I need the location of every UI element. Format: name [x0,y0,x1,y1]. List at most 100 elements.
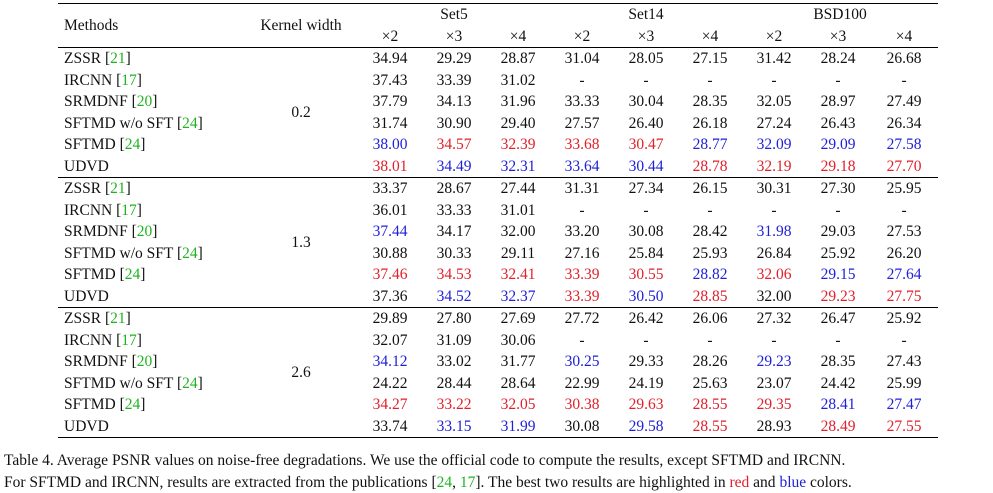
method-cell: IRCNN [17] [64,201,142,219]
citation-link[interactable]: 17 [121,201,137,219]
method-cell: IRCNN [17] [64,71,142,89]
kernel-group: ZSSR [21] 2.6 29.89 27.80 27.69 27.72 26.42 26.… [58,308,939,438]
psnr-value-cell: 27.15 [692,50,728,67]
method-cell: SFTMD w/o SFT [24] [64,114,203,132]
caption-line-1: Table 4. Average PSNR values on noise-fr… [4,452,846,469]
psnr-value-cell: 28.82 [692,266,728,283]
psnr-value-cell: 29.23 [756,353,792,370]
citation-link[interactable]: 17 [459,473,476,491]
psnr-value-cell: 26.84 [756,244,792,262]
method-cell: UDVD [58,286,244,308]
method-name: UDVD [64,417,109,435]
citation-link[interactable]: 24 [182,244,198,262]
table-row: UDVD 33.74 33.15 31.99 30.08 29.58 28.55 28.93 2… [58,416,938,438]
psnr-value-cell: 28.35 [692,93,728,110]
citation-link[interactable]: 17 [121,71,137,89]
table-row: SRMDNF [20] 37.79 34.13 31.96 33.33 30.04 28.3… [58,91,938,113]
method-cell: SRMDNF [20] [64,93,158,110]
scale-header: ×2 [381,27,399,45]
citation-link[interactable]: 21 [110,180,126,197]
psnr-value-cell: 38.00 [372,136,408,153]
scale-header: ×3 [829,27,847,45]
citation-link[interactable]: 24 [124,396,141,413]
psnr-value-cell: 24.42 [820,374,856,392]
psnr-value-cell: 28.55 [692,396,728,413]
citation-link[interactable]: 20 [136,93,153,110]
table-row: SFTMD [24] 34.27 33.22 32.05 30.38 29.63 28.55… [58,394,938,416]
psnr-value-cell: - [707,201,713,219]
scale-header: ×3 [637,27,655,45]
kernel-width-header: Kernel width [260,16,342,34]
citation-link[interactable]: 17 [121,331,137,349]
citation-link[interactable]: 24 [182,374,198,392]
psnr-value-cell: 32.19 [756,157,792,175]
psnr-value-cell: 26.06 [692,310,728,327]
psnr-value-cell: 32.41 [500,266,536,283]
psnr-value-cell: 29.09 [820,136,856,153]
method-name: IRCNN [64,71,113,89]
method-name: SFTMD [64,266,116,283]
psnr-value-cell: 25.92 [886,310,922,327]
psnr-value-cell: 32.07 [372,331,408,349]
psnr-value-cell: 29.29 [436,50,472,67]
psnr-value-cell: 24.22 [372,374,408,392]
psnr-value-cell: 30.08 [564,417,600,435]
method-name: UDVD [64,287,109,305]
psnr-value-cell: 34.17 [436,223,472,240]
psnr-value-cell: 33.68 [564,136,600,153]
psnr-value-cell: 30.55 [628,266,664,283]
method-name: SFTMD w/o SFT [64,374,174,392]
kernel-width-cell: 2.6 [291,363,311,381]
citation-link[interactable]: 20 [136,353,153,370]
psnr-value-cell: - [579,71,585,89]
psnr-value-cell: 31.42 [756,50,792,67]
citation-link[interactable]: 24 [124,136,141,153]
psnr-value-cell: 30.04 [628,93,664,110]
table-row: SRMDNF [20] 34.12 33.02 31.77 30.25 29.33 28.2… [58,351,938,373]
psnr-value-cell: 22.99 [564,374,600,392]
psnr-value-cell: 27.16 [564,244,600,262]
psnr-value-cell: 33.39 [564,287,600,305]
psnr-value-cell: 31.98 [756,223,792,240]
caption-red-word: red [729,473,750,491]
psnr-value-cell: 29.33 [628,353,664,370]
psnr-value-cell: 31.74 [372,114,408,132]
psnr-value-cell: 25.93 [692,244,728,262]
citation-link[interactable]: 24 [182,114,198,132]
method-cell: SFTMD [24] [64,266,146,283]
psnr-value-cell: - [707,71,713,89]
caption-text: , [452,473,460,491]
caption-blue-word: blue [779,473,807,491]
citation-link[interactable]: 24 [124,266,141,283]
psnr-value-cell: 27.75 [886,287,922,305]
method-cell: ZSSR [21] [64,180,131,197]
psnr-value-cell: 28.55 [692,417,728,435]
psnr-value-cell: - [771,331,777,349]
citation-link[interactable]: 21 [110,50,126,67]
psnr-value-cell: 30.33 [436,244,472,262]
psnr-value-cell: 26.43 [820,114,856,132]
psnr-value-cell: 23.07 [756,374,792,392]
method-name: SFTMD w/o SFT [64,244,174,262]
psnr-value-cell: 33.15 [436,417,472,435]
psnr-value-cell: 28.93 [756,417,792,435]
psnr-value-cell: 34.53 [436,266,472,283]
table-row: IRCNN [17] 32.07 31.09 30.06 - - - - - - [58,330,938,352]
citation-link[interactable]: 24 [436,473,453,491]
psnr-value-cell: 30.08 [628,223,664,240]
psnr-value-cell: 30.31 [756,180,792,197]
psnr-value-cell: - [579,201,585,219]
citation-link[interactable]: 21 [110,310,126,327]
psnr-value-cell: - [901,331,907,349]
psnr-value-cell: 30.88 [372,244,408,262]
psnr-value-cell: 26.18 [692,114,728,132]
method-cell: ZSSR [21] [64,310,131,327]
psnr-value-cell: 30.50 [628,287,664,305]
psnr-value-cell: 31.01 [500,201,536,219]
caption-text: ]. The best two results are highlighted … [475,473,730,491]
method-name: SRMDNF [64,93,128,110]
psnr-value-cell: 28.42 [692,223,728,240]
psnr-value-cell: 28.24 [820,50,856,67]
psnr-value-cell: 30.44 [628,157,664,175]
citation-link[interactable]: 20 [136,223,153,240]
